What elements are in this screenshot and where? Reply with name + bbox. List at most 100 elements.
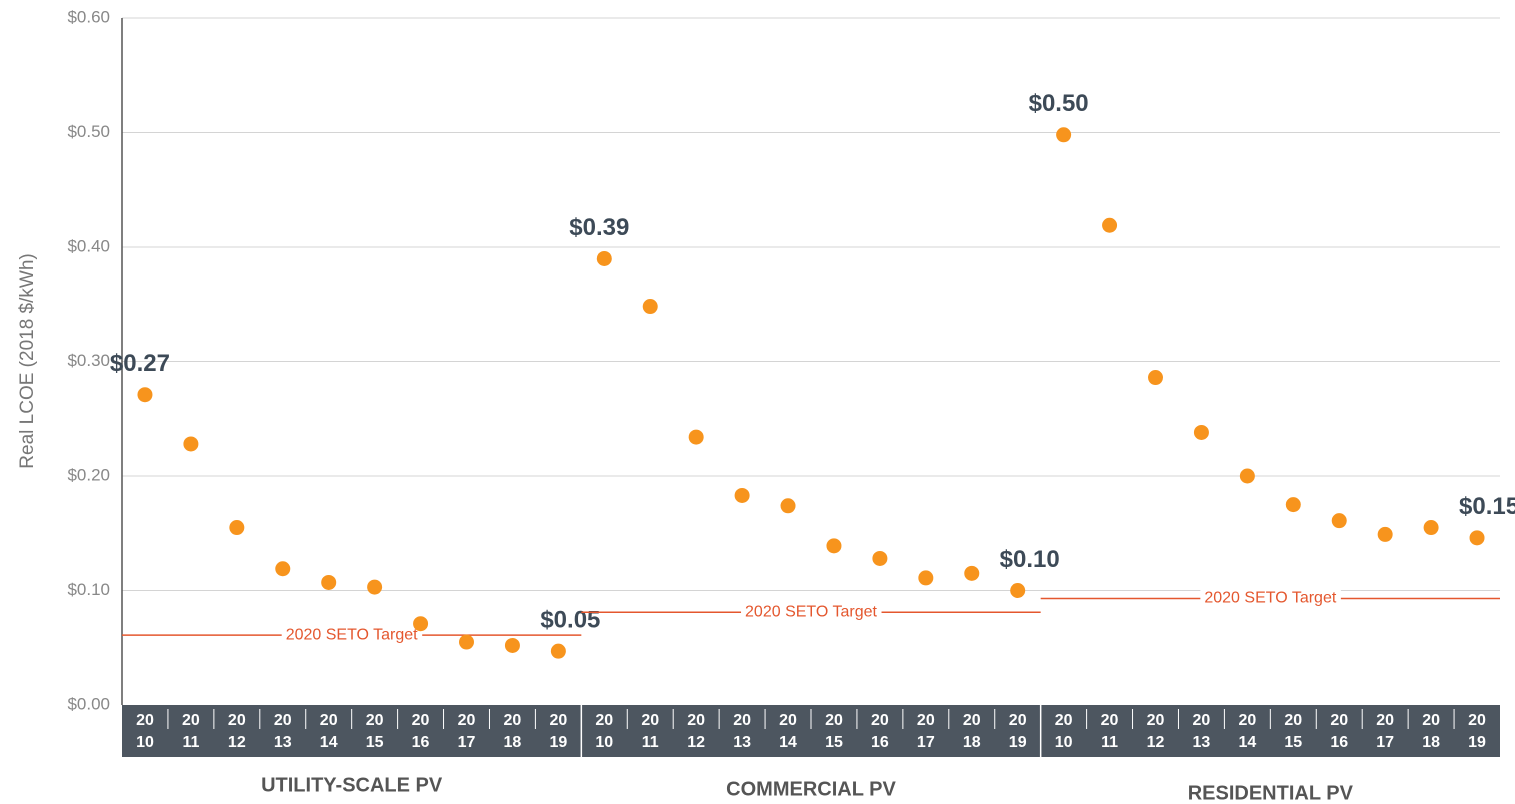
data-label: $0.10: [1000, 546, 1060, 573]
year-top: 20: [1009, 712, 1027, 729]
y-tick-label: $0.40: [67, 236, 110, 255]
year-bottom: 12: [1147, 734, 1165, 751]
x-tick-label: 20 12: [1147, 712, 1165, 751]
dot: [826, 538, 842, 554]
x-tick-label: 20 16: [1330, 712, 1348, 751]
data-label: $0.50: [1029, 90, 1089, 117]
year-top: 20: [228, 712, 246, 729]
x-tick-label: 20 15: [1284, 712, 1302, 751]
year-top: 20: [1284, 712, 1302, 729]
year-bottom: 10: [595, 734, 613, 751]
year-bottom: 10: [136, 734, 154, 751]
dot: [872, 550, 888, 566]
data-label: $0.15: [1459, 493, 1515, 520]
year-top: 20: [595, 712, 613, 729]
y-tick-label: $0.00: [67, 694, 110, 713]
year-bottom: 12: [228, 734, 246, 751]
y-tick-label: $0.30: [67, 351, 110, 370]
dot: [413, 616, 429, 632]
year-top: 20: [871, 712, 889, 729]
year-bottom: 18: [504, 734, 522, 751]
year-top: 20: [412, 712, 430, 729]
year-bottom: 19: [1009, 734, 1027, 751]
year-bottom: 19: [1468, 734, 1486, 751]
year-top: 20: [549, 712, 567, 729]
year-top: 20: [1330, 712, 1348, 729]
target-label-bg: [741, 603, 882, 621]
year-top: 20: [1055, 712, 1073, 729]
data-label: $0.39: [569, 214, 629, 241]
x-tick-label: 20 15: [825, 712, 843, 751]
x-tick-label: 20 16: [412, 712, 430, 751]
x-tick-label: 20 15: [366, 712, 384, 751]
year-bottom: 15: [1284, 734, 1302, 751]
year-bottom: 14: [779, 734, 797, 751]
year-bottom: 16: [1330, 734, 1348, 751]
x-tick-label: 20 12: [687, 712, 705, 751]
dot: [780, 498, 796, 514]
x-tick-label: 20 19: [1468, 712, 1486, 751]
year-bottom: 16: [412, 734, 430, 751]
year-bottom: 15: [366, 734, 384, 751]
dot: [1423, 520, 1439, 536]
dot: [183, 436, 199, 452]
year-bottom: 12: [687, 734, 705, 751]
year-top: 20: [917, 712, 935, 729]
x-tick-label: 20 18: [504, 712, 522, 751]
dot: [550, 643, 566, 659]
target-label-bg: [1200, 589, 1341, 607]
year-bottom: 19: [549, 734, 567, 751]
year-bottom: 15: [825, 734, 843, 751]
data-label: $0.05: [540, 607, 600, 634]
year-bottom: 13: [733, 734, 751, 751]
year-top: 20: [1147, 712, 1165, 729]
x-tick-label: 20 17: [917, 712, 935, 751]
dot: [1377, 526, 1393, 542]
year-bottom: 11: [1101, 734, 1118, 751]
x-tick-label: 20 10: [1055, 712, 1073, 751]
dot: [1469, 530, 1485, 546]
year-top: 20: [1468, 712, 1486, 729]
x-tick-label: 20 11: [641, 712, 659, 751]
year-top: 20: [504, 712, 522, 729]
dot: [1285, 497, 1301, 513]
y-tick-label: $0.10: [67, 580, 110, 599]
year-top: 20: [1422, 712, 1440, 729]
year-top: 20: [1376, 712, 1394, 729]
year-bottom: 11: [182, 734, 199, 751]
year-bottom: 14: [1238, 734, 1256, 751]
year-bottom: 13: [1193, 734, 1211, 751]
year-bottom: 13: [274, 734, 292, 751]
year-top: 20: [825, 712, 843, 729]
dot: [459, 634, 474, 650]
dot: [1010, 583, 1026, 598]
year-top: 20: [1101, 712, 1119, 729]
dot: [596, 250, 612, 266]
year-top: 20: [963, 712, 981, 729]
year-top: 20: [274, 712, 292, 729]
y-tick-label: $0.60: [67, 7, 110, 26]
y-axis-label: Real LCOE (2018 $/kWh): [17, 253, 38, 468]
year-top: 20: [320, 712, 338, 729]
x-tick-label: 20 17: [458, 712, 476, 751]
x-tick-label: 20 12: [228, 712, 246, 751]
target-label-bg: [281, 626, 423, 644]
group-label: RESIDENTIAL PV: [1188, 782, 1354, 804]
year-top: 20: [779, 712, 797, 729]
year-bottom: 18: [1422, 734, 1440, 751]
data-label: $0.27: [110, 350, 170, 377]
year-bottom: 11: [642, 734, 659, 751]
dot: [137, 387, 153, 403]
x-tick-label: 20 19: [549, 712, 567, 751]
year-bottom: 14: [320, 734, 338, 751]
dot: [1056, 127, 1072, 143]
year-top: 20: [1238, 712, 1256, 729]
dot: [734, 487, 750, 503]
year-top: 20: [1193, 712, 1211, 729]
dot: [642, 299, 658, 315]
year-top: 20: [182, 712, 200, 729]
year-top: 20: [136, 712, 154, 729]
x-tick-label: 20 14: [1238, 712, 1256, 751]
year-top: 20: [641, 712, 659, 729]
